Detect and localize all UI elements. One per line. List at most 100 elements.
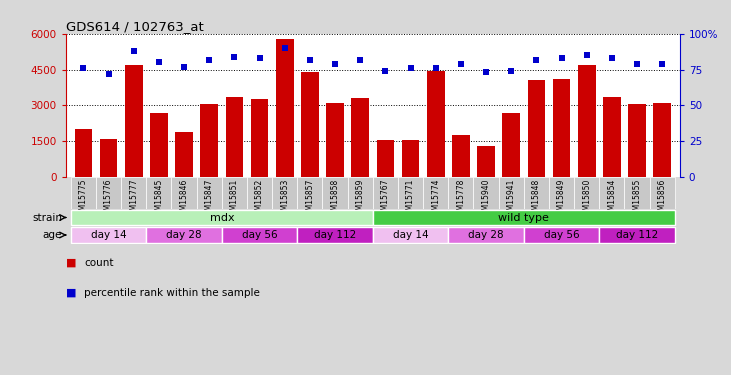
Bar [298, 227, 373, 243]
Bar [200, 104, 218, 177]
Bar [226, 97, 243, 177]
Bar [624, 177, 650, 209]
Bar [574, 177, 599, 209]
Bar [75, 129, 92, 177]
Point [656, 61, 668, 67]
Text: day 112: day 112 [314, 230, 356, 240]
Bar [654, 103, 671, 177]
Point [631, 61, 643, 67]
Bar [96, 177, 121, 209]
Bar [502, 112, 520, 177]
Bar [578, 65, 596, 177]
Text: GSM15852: GSM15852 [255, 178, 264, 220]
Point [405, 65, 417, 71]
Text: GSM15853: GSM15853 [280, 178, 289, 220]
Bar [474, 177, 499, 209]
Bar [599, 227, 675, 243]
Text: GSM15777: GSM15777 [129, 178, 138, 220]
Bar [251, 99, 268, 177]
Bar [376, 140, 394, 177]
Bar [477, 146, 495, 177]
Text: age: age [42, 230, 62, 240]
Bar [499, 177, 524, 209]
Text: GSM15858: GSM15858 [330, 178, 340, 220]
Text: day 56: day 56 [544, 230, 580, 240]
Bar [650, 177, 675, 209]
Text: day 28: day 28 [469, 230, 504, 240]
Point [455, 61, 466, 67]
Text: GSM15855: GSM15855 [632, 178, 642, 220]
Text: GSM15940: GSM15940 [482, 178, 491, 220]
Point [203, 57, 215, 63]
Text: ■: ■ [66, 288, 76, 297]
Bar [348, 177, 373, 209]
Bar [352, 98, 369, 177]
Bar [373, 227, 448, 243]
Point [379, 68, 391, 74]
Bar [298, 177, 322, 209]
Bar [146, 227, 221, 243]
Text: GSM15851: GSM15851 [230, 178, 239, 220]
Point [480, 69, 492, 75]
Point [153, 59, 164, 65]
Bar [398, 177, 423, 209]
Point [128, 48, 140, 54]
Bar [373, 210, 675, 225]
Point [77, 65, 89, 71]
Bar [524, 177, 549, 209]
Point [355, 57, 366, 63]
Point [505, 68, 517, 74]
Text: GSM15774: GSM15774 [431, 178, 440, 220]
Bar [221, 177, 247, 209]
Bar [524, 227, 599, 243]
Text: day 14: day 14 [393, 230, 428, 240]
Bar [197, 177, 221, 209]
Bar [402, 140, 420, 177]
Text: count: count [84, 258, 113, 267]
Bar [71, 227, 146, 243]
Text: GSM15767: GSM15767 [381, 178, 390, 220]
Point [581, 52, 593, 58]
Bar [448, 177, 474, 209]
Point [254, 55, 265, 61]
Bar [448, 227, 524, 243]
Bar [221, 227, 298, 243]
Bar [121, 177, 146, 209]
Bar [276, 39, 294, 177]
Text: GSM15845: GSM15845 [154, 178, 164, 220]
Text: GSM15778: GSM15778 [456, 178, 466, 220]
Point [103, 71, 115, 77]
Bar [99, 139, 118, 177]
Bar [326, 103, 344, 177]
Bar [125, 65, 143, 177]
Point [178, 64, 190, 70]
Point [531, 57, 542, 63]
Text: GSM15859: GSM15859 [356, 178, 365, 220]
Point [606, 55, 618, 61]
Text: day 56: day 56 [242, 230, 277, 240]
Bar [71, 210, 373, 225]
Point [229, 54, 240, 60]
Bar [599, 177, 624, 209]
Text: GSM15941: GSM15941 [507, 178, 516, 220]
Bar [427, 71, 444, 177]
Text: ■: ■ [66, 258, 76, 267]
Text: percentile rank within the sample: percentile rank within the sample [84, 288, 260, 297]
Text: GSM15776: GSM15776 [104, 178, 113, 220]
Bar [175, 132, 193, 177]
Bar [628, 104, 646, 177]
Bar [549, 177, 574, 209]
Text: GDS614 / 102763_at: GDS614 / 102763_at [66, 20, 203, 33]
Bar [373, 177, 398, 209]
Bar [423, 177, 448, 209]
Text: GSM15857: GSM15857 [306, 178, 314, 220]
Text: day 14: day 14 [91, 230, 126, 240]
Bar [272, 177, 298, 209]
Bar [528, 80, 545, 177]
Text: GSM15850: GSM15850 [582, 178, 591, 220]
Point [556, 55, 567, 61]
Text: GSM15846: GSM15846 [180, 178, 189, 220]
Bar [150, 112, 167, 177]
Text: GSM15854: GSM15854 [607, 178, 616, 220]
Text: GSM15775: GSM15775 [79, 178, 88, 220]
